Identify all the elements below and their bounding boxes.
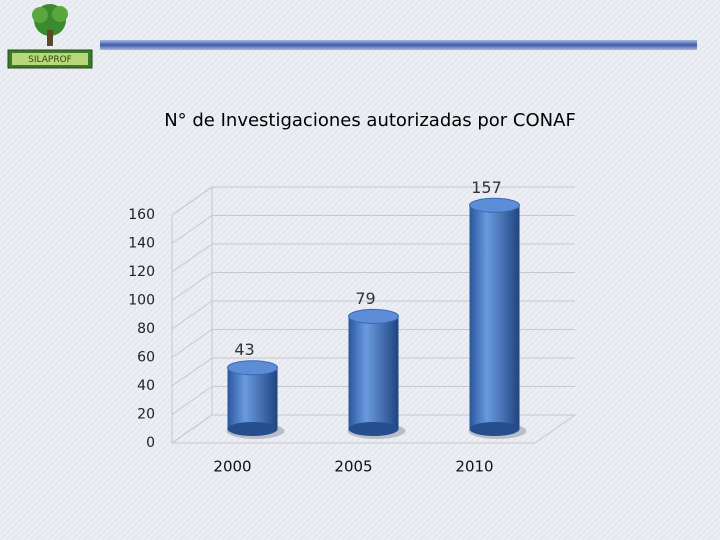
logo: SILAPROF bbox=[7, 4, 93, 69]
y-tick-label: 160 bbox=[128, 207, 155, 223]
plot: 0 20 40 60 80 100 120 140 160 43 2000 79 2005 157 2010 bbox=[128, 178, 577, 476]
grid-line bbox=[171, 300, 575, 330]
bar-top bbox=[348, 308, 399, 324]
grid-line bbox=[171, 414, 575, 444]
y-tick-label: 20 bbox=[137, 407, 155, 423]
bar-top bbox=[227, 360, 278, 376]
x-tick-label: 2005 bbox=[334, 458, 372, 476]
x-tick-label: 2010 bbox=[455, 458, 493, 476]
y-tick-label: 120 bbox=[128, 264, 155, 280]
y-tick-label: 100 bbox=[128, 293, 155, 309]
y-tick-label: 140 bbox=[128, 236, 155, 252]
bar bbox=[469, 205, 520, 429]
value-label: 157 bbox=[471, 178, 502, 197]
y-tick-label: 40 bbox=[137, 378, 155, 394]
x-tick-label: 2000 bbox=[213, 458, 251, 476]
y-tick-label: 80 bbox=[137, 321, 155, 337]
grid-line bbox=[171, 186, 575, 216]
grid-line bbox=[171, 386, 575, 415]
bar bbox=[227, 367, 278, 429]
bar-bottom bbox=[227, 422, 278, 436]
value-label: 79 bbox=[355, 289, 375, 308]
bar bbox=[348, 316, 399, 429]
logo-text: SILAPROF bbox=[28, 55, 72, 65]
bar-bottom bbox=[348, 422, 399, 436]
grid-line bbox=[171, 357, 575, 387]
y-tick-label: 0 bbox=[146, 435, 155, 451]
bar-top bbox=[469, 197, 520, 213]
bar-bottom bbox=[469, 422, 520, 436]
grid-line bbox=[171, 272, 575, 301]
y-tick-label: 60 bbox=[137, 350, 155, 366]
header-bar bbox=[100, 40, 697, 50]
chart-title: N° de Investigaciones autorizadas por CO… bbox=[164, 110, 576, 131]
grid-line bbox=[171, 243, 575, 273]
grid-line bbox=[171, 329, 575, 358]
grid-line bbox=[171, 215, 575, 244]
value-label: 43 bbox=[234, 340, 254, 359]
